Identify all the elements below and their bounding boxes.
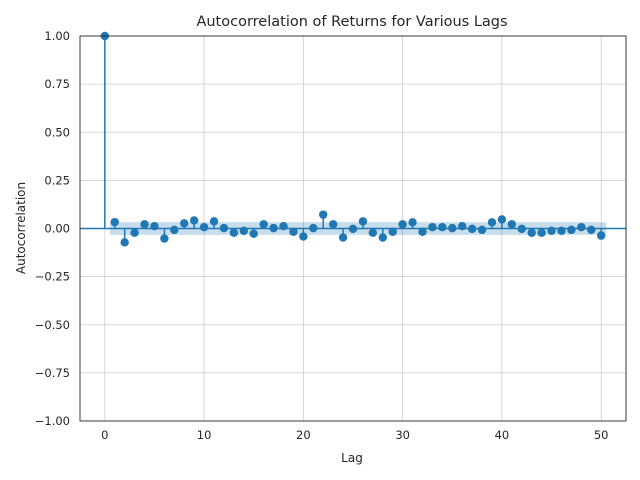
marker-lag-35: [448, 223, 457, 233]
y-tick-label: −1.00: [35, 414, 70, 428]
marker-lag-24: [338, 233, 348, 242]
marker-lag-11: [209, 217, 219, 226]
marker-lag-28: [378, 233, 387, 242]
y-tick-label: 1.00: [44, 29, 70, 43]
marker-lag-46: [557, 226, 566, 236]
marker-lag-10: [199, 222, 209, 232]
marker-lag-43: [527, 228, 536, 237]
y-tick-label: 0.75: [44, 77, 70, 91]
marker-lag-3: [130, 228, 139, 237]
marker-lag-18: [279, 221, 288, 231]
marker-lag-30: [398, 220, 407, 229]
x-axis-label: Lag: [341, 451, 363, 465]
marker-lag-16: [259, 220, 268, 229]
marker-lag-48: [577, 222, 586, 232]
y-tick-label: −0.75: [35, 366, 70, 380]
marker-lag-50: [596, 231, 606, 240]
markers: [100, 31, 606, 247]
y-tick-label: 0.00: [44, 222, 70, 236]
marker-lag-44: [537, 228, 546, 237]
x-tick-label: 30: [395, 428, 410, 442]
marker-lag-26: [358, 217, 368, 226]
marker-lag-42: [517, 224, 526, 234]
marker-lag-37: [467, 224, 477, 234]
x-axis-ticks: 0 10 20 30 40 50: [101, 428, 608, 442]
plot-frame: [79, 35, 627, 422]
marker-lag-33: [428, 222, 437, 232]
marker-lag-13: [229, 228, 239, 237]
marker-lag-45: [547, 226, 556, 236]
marker-lag-36: [458, 221, 467, 231]
marker-lag-23: [328, 220, 338, 229]
x-tick-label: 20: [296, 428, 311, 442]
marker-lag-49: [587, 225, 596, 235]
marker-lag-20: [299, 232, 308, 241]
chart-title: Autocorrelation of Returns for Various L…: [196, 14, 507, 30]
marker-lag-17: [269, 223, 278, 233]
x-tick-label: 10: [197, 428, 212, 442]
y-tick-label: 0.50: [44, 125, 70, 139]
marker-lag-19: [289, 227, 298, 236]
marker-lag-27: [368, 228, 378, 237]
x-tick-label: 40: [495, 428, 510, 442]
marker-lag-15: [249, 229, 258, 238]
marker-lag-32: [418, 227, 427, 236]
marker-lag-29: [388, 227, 397, 236]
y-tick-label: −0.50: [35, 318, 70, 332]
marker-lag-5: [150, 221, 159, 231]
marker-lag-7: [170, 225, 179, 235]
marker-lag-31: [408, 218, 417, 227]
y-tick-label: 0.25: [44, 173, 70, 187]
marker-lag-14: [239, 226, 248, 236]
marker-lag-47: [567, 225, 576, 235]
marker-lag-34: [438, 222, 447, 232]
marker-lag-38: [477, 225, 487, 235]
marker-lag-41: [507, 220, 517, 229]
y-tick-label: −0.25: [35, 270, 70, 284]
x-tick-label: 0: [101, 428, 108, 442]
x-tick-label: 50: [594, 428, 609, 442]
y-axis-label: Autocorrelation: [14, 182, 28, 274]
marker-lag-22: [319, 210, 328, 219]
y-axis-ticks: −1.00 −0.75 −0.50 −0.25 0.00 0.25 0.50 0.75 1.00: [35, 29, 70, 428]
marker-lag-6: [160, 234, 169, 243]
marker-lag-39: [487, 218, 497, 227]
stems: [104, 36, 602, 243]
marker-lag-25: [348, 224, 358, 234]
marker-lag-40: [497, 215, 507, 224]
marker-lag-2: [120, 238, 129, 247]
marker-lag-4: [140, 220, 149, 229]
marker-lag-8: [180, 219, 189, 228]
marker-lag-21: [309, 223, 318, 233]
marker-lag-1: [110, 217, 119, 227]
marker-lag-12: [219, 223, 229, 233]
marker-lag-9: [189, 216, 199, 225]
